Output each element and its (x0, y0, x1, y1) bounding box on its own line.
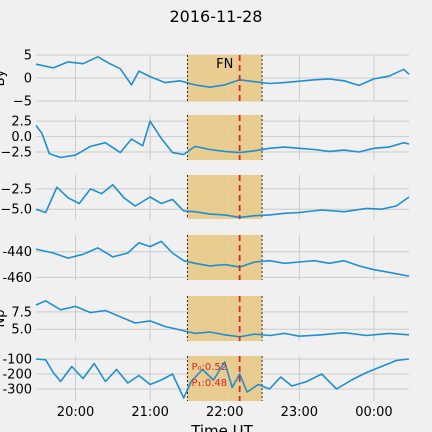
series-line (35, 184, 410, 219)
y-tick-label: -300 (2, 383, 32, 398)
panel-1: 5 0 −5 By FN (0, 49, 410, 110)
panel-6: -100-200-300 P₀:0.52 P₁:0.48 (2, 353, 410, 401)
x-axis-label: Time UT (190, 422, 253, 432)
event-label: FN (216, 57, 233, 72)
y-tick-label: 7.5 (11, 305, 32, 320)
panels: 50−5ByFN2.50.0−2.5−2.5−5.0-440-4607.55.0… (0, 49, 410, 401)
event-window (187, 55, 263, 101)
series-line (35, 299, 410, 338)
panel-5: 7.5 5.0Np (0, 296, 410, 341)
y-tick-label: 5.0 (11, 323, 32, 338)
y-tick-label: −2.5 (0, 145, 32, 160)
event-window (187, 115, 263, 160)
y-axis-label: By (0, 69, 8, 86)
series-line (35, 240, 410, 277)
y-tick-label: -440 (2, 245, 32, 260)
series-line (35, 120, 410, 159)
probability-annotation: P₁:0.48 (191, 378, 227, 389)
x-tick-label: 22:00 (206, 405, 243, 420)
x-tick-label: 21:00 (131, 405, 168, 420)
y-tick-label: −5.0 (0, 203, 32, 218)
y-tick-label: 2.5 (11, 115, 32, 130)
y-tick-label: 5 (24, 49, 32, 64)
y-tick-label: −5 (13, 95, 32, 110)
panel-4: -440 -460 (2, 235, 410, 286)
event-window (187, 235, 263, 280)
y-tick-label: 0.0 (11, 130, 32, 145)
x-axis: 20:00 21:00 22:00 23:00 00:00 (57, 405, 393, 420)
series-line (35, 55, 410, 88)
series-line (35, 358, 410, 399)
y-tick-label: -460 (2, 271, 32, 286)
y-tick-label: 0 (24, 72, 32, 87)
chart-title: 2016-11-28 (170, 7, 263, 26)
y-tick-label: -100 (2, 353, 32, 368)
x-tick-label: 23:00 (281, 405, 318, 420)
x-tick-label: 00:00 (355, 405, 392, 420)
event-window (187, 175, 263, 219)
x-tick-label: 20:00 (57, 405, 94, 420)
y-tick-label: −2.5 (0, 182, 32, 197)
probability-annotation: P₀:0.52 (191, 362, 227, 373)
y-tick-label: -200 (2, 368, 32, 383)
panel-2: 2.50.0−2.5 (0, 115, 410, 160)
y-axis-label: Np (0, 310, 8, 328)
panel-3: −2.5 −5.0 (0, 175, 410, 219)
